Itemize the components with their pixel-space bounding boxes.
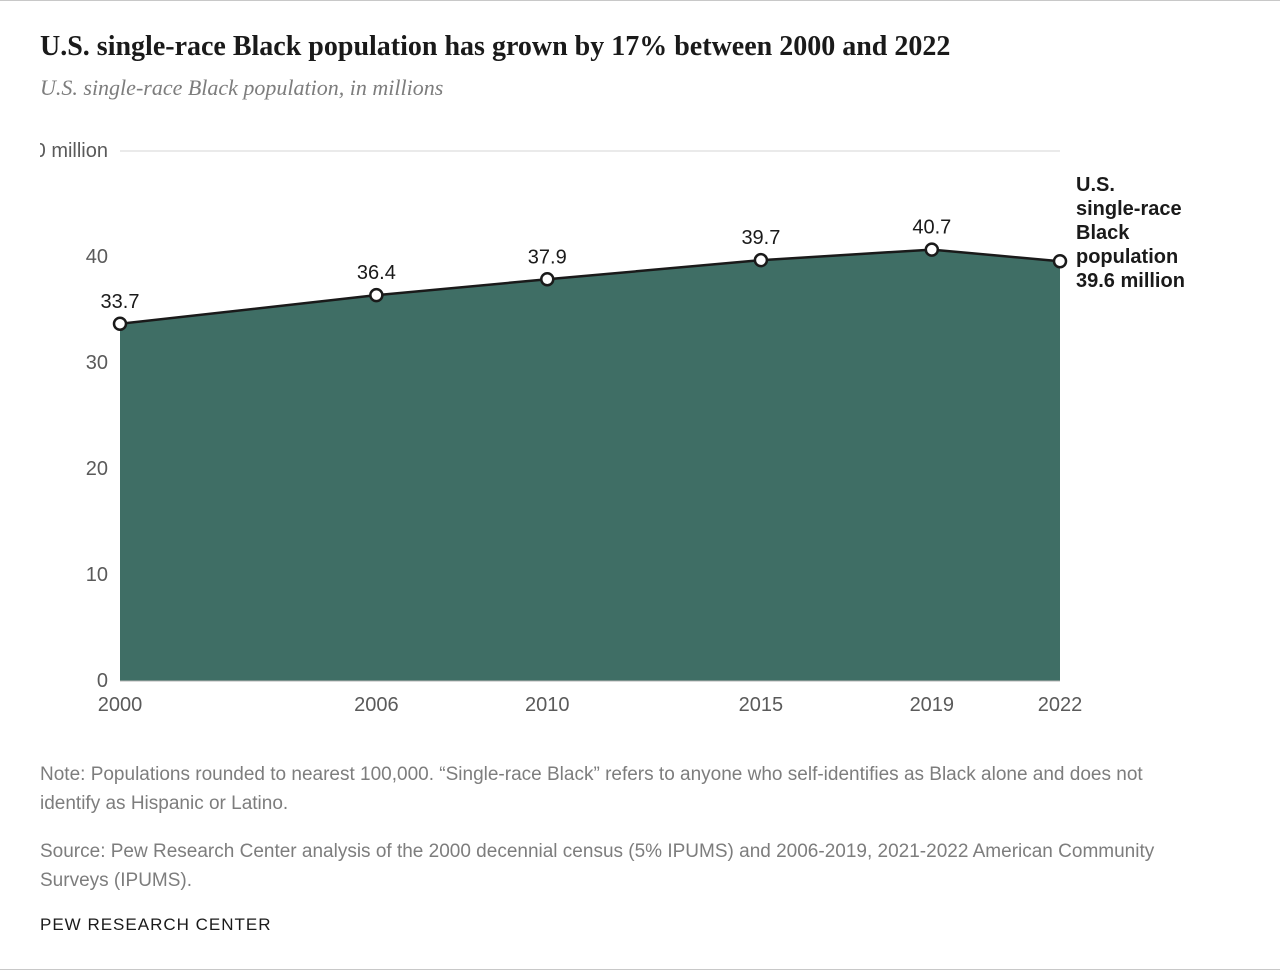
svg-text:2015: 2015: [739, 694, 784, 716]
svg-text:2000: 2000: [98, 694, 143, 716]
chart-area: 0 10 20 30 40 50 million 2000 2006 2010 2015 2019 2…: [40, 141, 1240, 741]
svg-text:39.6 million: 39.6 million: [1076, 270, 1185, 292]
svg-text:36.4: 36.4: [357, 262, 396, 284]
svg-text:2010: 2010: [525, 694, 570, 716]
svg-text:20: 20: [86, 458, 108, 480]
svg-text:30: 30: [86, 352, 108, 374]
svg-text:2006: 2006: [354, 694, 399, 716]
svg-text:Black: Black: [1076, 222, 1130, 244]
svg-text:40: 40: [86, 246, 108, 268]
svg-text:33.7: 33.7: [101, 291, 140, 313]
svg-text:37.9: 37.9: [528, 246, 567, 268]
attribution: PEW RESEARCH CENTER: [40, 915, 1240, 935]
area-chart-svg: 0 10 20 30 40 50 million 2000 2006 2010 2015 2019 2…: [40, 141, 1240, 741]
chart-subtitle: U.S. single-race Black population, in mi…: [40, 75, 1240, 101]
chart-note: Note: Populations rounded to nearest 100…: [40, 761, 1200, 818]
svg-text:50 million: 50 million: [40, 141, 108, 162]
svg-text:39.7: 39.7: [741, 227, 780, 249]
svg-text:2022: 2022: [1038, 694, 1083, 716]
svg-text:0: 0: [97, 670, 108, 692]
chart-source: Source: Pew Research Center analysis of …: [40, 838, 1200, 895]
svg-text:population: population: [1076, 246, 1178, 268]
svg-text:single-race: single-race: [1076, 198, 1182, 220]
svg-text:2019: 2019: [910, 694, 955, 716]
svg-text:40.7: 40.7: [912, 217, 951, 239]
chart-title: U.S. single-race Black population has gr…: [40, 31, 1240, 63]
svg-text:U.S.: U.S.: [1076, 174, 1115, 196]
svg-text:10: 10: [86, 564, 108, 586]
